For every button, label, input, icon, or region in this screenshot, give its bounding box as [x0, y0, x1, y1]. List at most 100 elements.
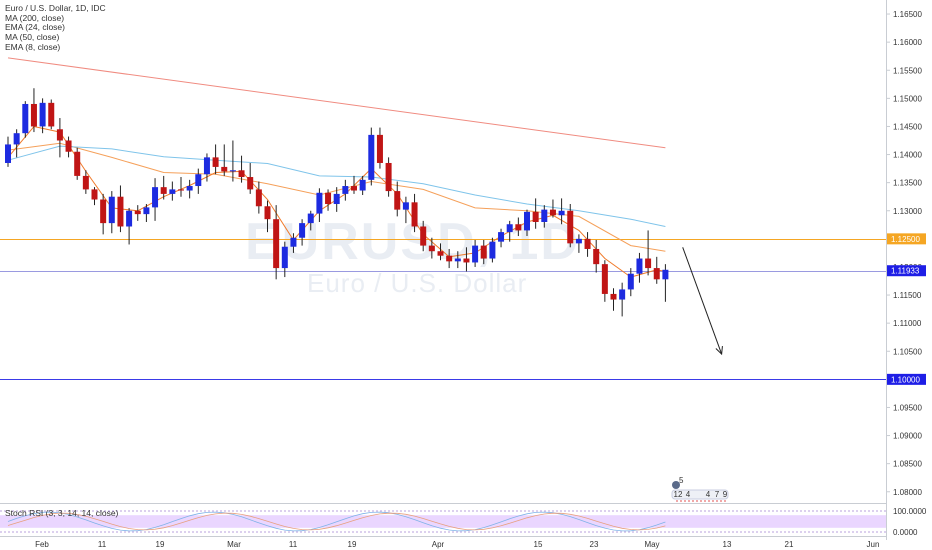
candle-down[interactable]: [82, 175, 89, 190]
candle-up[interactable]: [186, 186, 193, 191]
candle-up[interactable]: [619, 289, 626, 300]
candle-down[interactable]: [428, 245, 435, 252]
candle-up[interactable]: [333, 193, 340, 205]
candle-up[interactable]: [39, 102, 46, 127]
candle-up[interactable]: [203, 157, 210, 175]
candle-down[interactable]: [584, 238, 591, 249]
candle-up[interactable]: [368, 134, 375, 180]
candle-down[interactable]: [100, 199, 107, 224]
price-level-tag: [887, 373, 926, 385]
candle-down[interactable]: [178, 189, 184, 191]
candle-up[interactable]: [299, 223, 306, 238]
price-tick-label: 1.08000: [893, 488, 922, 497]
candle-down[interactable]: [420, 226, 427, 246]
projection-arrow[interactable]: [682, 247, 723, 355]
candle-up[interactable]: [402, 202, 409, 210]
candle-up[interactable]: [169, 189, 176, 194]
candle-down[interactable]: [601, 264, 608, 294]
price-tick-label: 1.08500: [893, 460, 922, 469]
candle-up[interactable]: [152, 187, 159, 208]
candle-up[interactable]: [290, 237, 297, 247]
candle-up[interactable]: [454, 258, 461, 262]
candle-down[interactable]: [247, 177, 254, 190]
stoch-rsi-label[interactable]: Stoch RSI (3, 3, 14, 14, close): [5, 508, 119, 518]
candle-up[interactable]: [22, 103, 29, 134]
candle-up[interactable]: [307, 213, 314, 224]
candle-down[interactable]: [91, 189, 98, 200]
legend-ema24[interactable]: EMA (24, close): [5, 22, 65, 33]
price-tick-label: 1.14500: [893, 122, 922, 131]
candle-down[interactable]: [74, 151, 81, 176]
candle-down[interactable]: [411, 202, 418, 227]
candle-down[interactable]: [567, 210, 574, 244]
candle-down[interactable]: [645, 258, 652, 269]
price-tick-label: 1.15000: [893, 94, 922, 103]
candle-up[interactable]: [13, 133, 20, 145]
ma200-line: [7, 57, 666, 149]
candle-up[interactable]: [342, 186, 349, 194]
candle-up[interactable]: [5, 144, 11, 163]
candle-up[interactable]: [506, 224, 513, 233]
candle-down[interactable]: [273, 219, 280, 269]
candle-up[interactable]: [472, 245, 479, 263]
candle-down[interactable]: [549, 209, 556, 216]
candle-down[interactable]: [610, 293, 617, 300]
candle-up[interactable]: [195, 174, 202, 187]
candle-down[interactable]: [65, 140, 72, 152]
candle-up[interactable]: [126, 210, 133, 227]
candle-down[interactable]: [56, 129, 63, 141]
candle-down[interactable]: [238, 170, 245, 178]
candle-down[interactable]: [160, 187, 167, 194]
candle-down[interactable]: [480, 245, 487, 259]
time-tick-label: May: [644, 540, 659, 549]
candle-down[interactable]: [437, 251, 444, 256]
candle-down[interactable]: [117, 196, 124, 227]
candle-up[interactable]: [143, 207, 150, 215]
candle-up[interactable]: [575, 238, 582, 244]
candle-down[interactable]: [515, 224, 522, 231]
candle-down[interactable]: [255, 189, 262, 207]
candle-up[interactable]: [359, 179, 366, 191]
legend-ma200[interactable]: MA (200, close): [5, 12, 65, 23]
candle-down[interactable]: [394, 191, 401, 210]
price-tick-label: 1.11000: [893, 319, 922, 328]
candle-down[interactable]: [593, 248, 600, 265]
candle-up[interactable]: [229, 170, 236, 172]
candle-up[interactable]: [662, 269, 669, 280]
candle-down[interactable]: [653, 268, 660, 280]
candle-down[interactable]: [134, 210, 141, 215]
legend-ema8[interactable]: EMA (8, close): [5, 41, 61, 52]
candle-up[interactable]: [316, 192, 323, 214]
candle-down[interactable]: [30, 103, 37, 127]
candle-up[interactable]: [627, 273, 634, 290]
candle-up[interactable]: [489, 241, 496, 259]
candle-down[interactable]: [463, 258, 470, 263]
time-tick-label: 15: [534, 540, 543, 549]
events-strip[interactable]: [671, 489, 729, 500]
candle-down[interactable]: [446, 255, 453, 262]
candle-down[interactable]: [221, 166, 228, 172]
candle-up[interactable]: [524, 211, 530, 231]
candle-up[interactable]: [281, 246, 288, 269]
candle-up[interactable]: [558, 210, 565, 216]
candle-down[interactable]: [385, 162, 392, 192]
time-tick-label: 13: [723, 540, 732, 549]
price-tick-label: 1.14000: [893, 151, 922, 160]
candle-down[interactable]: [212, 157, 219, 167]
projection-arrow-head: [715, 346, 723, 356]
price-level-tag-label: 1.11933: [891, 267, 920, 276]
candle-up[interactable]: [636, 258, 643, 274]
events-icon[interactable]: [672, 481, 680, 489]
candle-up[interactable]: [541, 209, 548, 222]
stoch-rsi-tick-label: 100.0000: [893, 507, 927, 516]
candle-up[interactable]: [498, 232, 505, 242]
candle-down[interactable]: [351, 186, 357, 191]
candle-up[interactable]: [108, 196, 115, 224]
candle-down[interactable]: [48, 102, 55, 127]
legend-ma50[interactable]: MA (50, close): [5, 32, 60, 43]
candle-down[interactable]: [532, 211, 539, 222]
candle-down[interactable]: [325, 192, 332, 205]
candle-down[interactable]: [376, 134, 383, 163]
candle-down[interactable]: [264, 206, 271, 220]
